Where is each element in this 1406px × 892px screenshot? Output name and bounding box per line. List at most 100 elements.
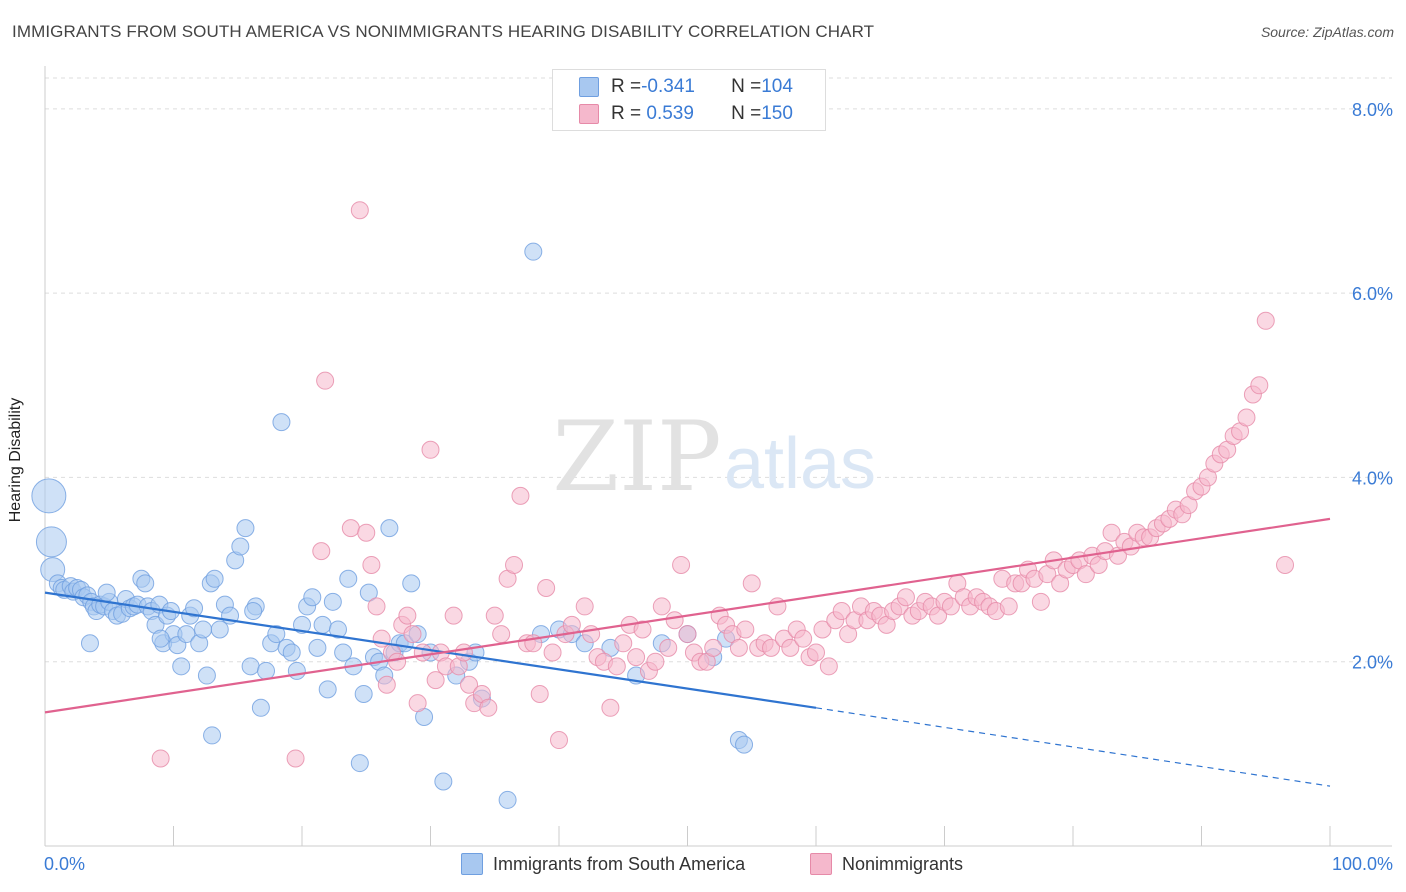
- data-point: [607, 657, 626, 676]
- data-point: [328, 620, 347, 639]
- data-point: [1102, 523, 1121, 542]
- data-point: [665, 611, 684, 630]
- series-immigrants-points: [31, 242, 754, 809]
- legend-swatch-blue: [579, 77, 599, 97]
- data-point: [896, 588, 915, 607]
- data-point: [735, 735, 754, 754]
- data-point: [350, 201, 369, 220]
- data-point: [257, 661, 276, 680]
- data-point: [334, 643, 353, 662]
- x-tick-label-min: 0.0%: [44, 854, 85, 874]
- data-point: [241, 657, 260, 676]
- data-point: [210, 620, 229, 639]
- data-point: [1031, 592, 1050, 611]
- data-point: [377, 675, 396, 694]
- data-point: [151, 749, 170, 768]
- data-point: [807, 643, 825, 662]
- data-point: [582, 625, 601, 644]
- trend-line-nonimmigrants: [44, 517, 1331, 714]
- data-point: [601, 698, 620, 717]
- legend-r-value: 0.539: [641, 103, 694, 124]
- data-point: [136, 574, 155, 593]
- bottom-legend-swatch-blue: [461, 853, 483, 875]
- data-point: [339, 569, 358, 588]
- data-point: [205, 569, 224, 588]
- data-point: [550, 731, 568, 750]
- data-point: [1256, 311, 1275, 330]
- data-point: [398, 606, 417, 625]
- data-point: [672, 555, 691, 574]
- data-point: [505, 555, 524, 574]
- trend-line-immigrants: [44, 591, 817, 709]
- data-point: [185, 599, 204, 618]
- data-point: [318, 680, 337, 699]
- bottom-legend-swatch-pink: [810, 853, 832, 875]
- data-point: [941, 597, 960, 616]
- data-point: [426, 671, 445, 690]
- data-point: [357, 523, 376, 542]
- data-point: [236, 519, 255, 538]
- watermark: ZIP atlas: [552, 401, 876, 513]
- data-point: [359, 583, 378, 602]
- data-point: [1250, 376, 1269, 395]
- data-point: [267, 625, 286, 644]
- data-point: [194, 620, 213, 639]
- tick-labels: 2.0% 4.0% 6.0% 8.0% 0.0% 100.0%: [44, 100, 1393, 874]
- data-point: [286, 749, 305, 768]
- source-label: Source: ZipAtlas.com: [1260, 24, 1394, 40]
- data-point: [97, 583, 116, 602]
- axes: [44, 66, 1392, 847]
- data-point: [303, 588, 322, 607]
- legend-n-value: 104: [761, 76, 793, 97]
- data-point: [151, 629, 170, 648]
- legend-n-label: N =: [731, 103, 762, 124]
- data-point: [251, 698, 270, 717]
- data-point: [323, 592, 342, 611]
- data-point: [293, 615, 311, 634]
- data-point: [244, 602, 263, 621]
- data-point: [35, 526, 67, 558]
- data-point: [272, 413, 291, 432]
- grid-lines: [45, 77, 1392, 663]
- y-tick-label: 6.0%: [1352, 284, 1393, 304]
- data-point: [367, 597, 386, 616]
- legend-row-nonimmigrants: R = 0.539 N = 150: [553, 101, 793, 127]
- trend-lines: [44, 517, 1331, 787]
- data-point: [633, 620, 652, 639]
- data-point: [350, 754, 369, 773]
- data-point: [485, 606, 504, 625]
- data-point: [172, 657, 191, 676]
- y-tick-label: 2.0%: [1352, 653, 1393, 673]
- data-point: [537, 579, 556, 597]
- legend-n-label: N =: [731, 76, 762, 97]
- data-point: [652, 597, 671, 616]
- legend-r-label: R =: [611, 103, 642, 124]
- data-point: [813, 620, 832, 639]
- data-point: [380, 519, 399, 538]
- data-point: [762, 638, 781, 657]
- data-point: [736, 620, 755, 639]
- watermark-atlas: atlas: [724, 424, 876, 504]
- data-point: [646, 652, 665, 671]
- data-point: [794, 629, 813, 648]
- data-point: [177, 625, 196, 644]
- data-point: [1276, 555, 1295, 574]
- data-point: [354, 684, 373, 703]
- data-point: [627, 648, 646, 667]
- data-point: [80, 634, 99, 653]
- data-point: [282, 643, 301, 662]
- data-point: [678, 625, 697, 644]
- data-point: [203, 726, 222, 745]
- series-nonimmigrants-points: [151, 201, 1295, 768]
- data-point: [308, 638, 327, 657]
- data-point: [231, 537, 250, 556]
- data-point: [312, 542, 331, 561]
- data-point: [999, 597, 1018, 616]
- data-point: [434, 772, 453, 791]
- data-point: [704, 638, 723, 657]
- data-point: [287, 661, 306, 680]
- data-point: [781, 638, 800, 657]
- data-point: [31, 478, 67, 514]
- data-point: [614, 634, 633, 653]
